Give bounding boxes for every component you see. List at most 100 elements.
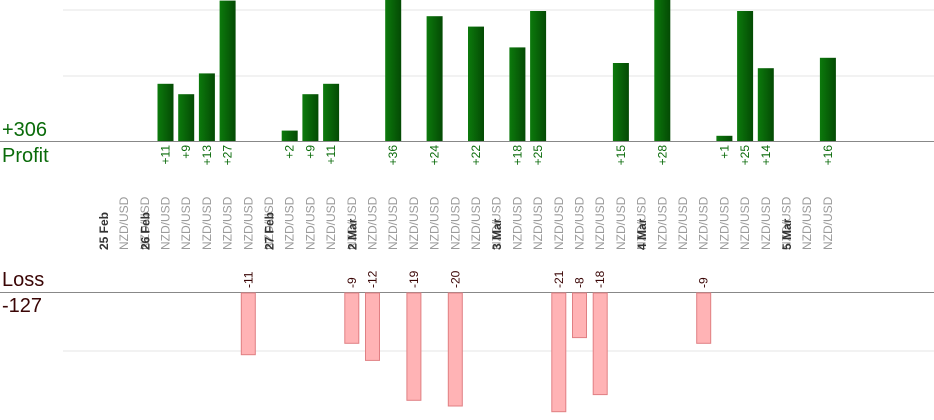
profit-bar [385, 0, 402, 141]
pair-label: NZD/USD [655, 196, 669, 250]
profit-value-label: +27 [221, 145, 235, 166]
pair-label: NZD/USD [821, 196, 835, 250]
profit-bar [757, 68, 774, 141]
category-labels: NZD/USD 25 Feb NZD/USD NZD/USD 26 Feb NZD/USD… [97, 196, 835, 250]
pair-label: NZD/USD [303, 196, 317, 250]
pair-label: NZD/USD [221, 196, 235, 250]
loss-value-label: -11 [241, 271, 255, 288]
date-label: 26 Feb [138, 212, 152, 250]
profit-value-label: +11 [159, 145, 173, 165]
loss-value-label: -19 [407, 270, 421, 288]
profit-value-label: +13 [200, 145, 214, 166]
profit-value-label: +24 [428, 145, 442, 166]
profit-value-label: +2 [283, 145, 297, 159]
profit-bar [737, 11, 754, 141]
loss-bar [572, 292, 587, 339]
loss-value-label: -9 [697, 277, 711, 288]
profit-bar [157, 83, 174, 141]
profit-bars: +11 +9 +13 +27 +2 +9 +11 +36 +24 +22 +18 +25 +15 +28 +… [157, 0, 836, 166]
profit-total: +306 [2, 119, 48, 141]
pair-label: NZD/USD [241, 196, 255, 250]
pair-label: NZD/USD [386, 196, 400, 250]
pair-label: NZD/USD [593, 196, 607, 250]
pair-label: NZD/USD [262, 196, 276, 250]
pair-label: NZD/USD [159, 196, 173, 250]
profit-bar [198, 73, 215, 141]
loss-bar [447, 292, 463, 407]
pair-label: NZD/USD [717, 196, 731, 250]
loss-value-label: -9 [345, 277, 359, 288]
profit-value-label: +9 [303, 145, 317, 159]
profit-bar [323, 83, 340, 141]
pair-label: NZD/USD [759, 196, 773, 250]
profit-bar [509, 47, 526, 141]
pair-label: NZD/USD [531, 196, 545, 250]
loss-bar [240, 292, 256, 356]
pair-label: NZD/USD [573, 196, 587, 250]
loss-value-label: -20 [448, 270, 462, 288]
profit-value-label: +9 [179, 145, 193, 159]
profit-value-label: +22 [469, 145, 483, 166]
loss-bar [406, 292, 422, 401]
pair-label: NZD/USD [345, 196, 359, 250]
profit-value-label: +14 [759, 145, 773, 166]
profit-value-label: +18 [510, 145, 524, 166]
pair-label: NZD/USD [490, 196, 504, 250]
pair-label: NZD/USD [738, 196, 752, 250]
date-label: 27 Feb [263, 212, 277, 250]
profit-value-label: +28 [655, 145, 669, 166]
profit-bar [219, 0, 236, 141]
profit-bar [654, 0, 671, 141]
pair-label: NZD/USD [469, 196, 483, 250]
date-label: 5 Mar [780, 218, 794, 250]
profit-value-label: +25 [738, 145, 752, 166]
profit-bar [716, 135, 733, 141]
loss-value-label: -8 [573, 277, 587, 288]
pair-label: NZD/USD [780, 196, 794, 250]
pair-label: NZD/USD [676, 196, 690, 250]
pair-label: NZD/USD [552, 196, 566, 250]
pair-label: NZD/USD [448, 196, 462, 250]
loss-bar [592, 292, 608, 396]
pair-label: NZD/USD [407, 196, 421, 250]
loss-value-label: -18 [593, 270, 607, 288]
profit-value-label: +16 [821, 145, 835, 166]
pair-label: NZD/USD [283, 196, 297, 250]
profit-bar [819, 57, 836, 141]
profit-bar [426, 16, 443, 142]
profit-value-label: +1 [717, 145, 731, 159]
profit-bar [178, 94, 195, 141]
pair-label: NZD/USD [138, 196, 152, 250]
loss-label: Loss [2, 269, 45, 291]
date-label: 4 Mar [635, 218, 649, 250]
profit-value-label: +11 [324, 145, 338, 165]
loss-bar [551, 292, 567, 413]
profit-value-label: +36 [386, 145, 400, 166]
pair-label: NZD/USD [428, 196, 442, 250]
loss-total: -127 [2, 295, 43, 317]
profit-bar [281, 130, 298, 141]
pair-label: NZD/USD [614, 196, 628, 250]
profit-value-label: +15 [614, 145, 628, 166]
pair-label: NZD/USD [117, 196, 131, 250]
pair-label: NZD/USD [800, 196, 814, 250]
profit-label: Profit [2, 145, 49, 167]
pair-label: NZD/USD [510, 196, 524, 250]
profit-bar [530, 11, 547, 141]
pair-label: NZD/USD [366, 196, 380, 250]
profit-bar [302, 94, 319, 141]
loss-bar [344, 292, 360, 344]
date-label: 3 Mar [490, 218, 504, 250]
pair-label: NZD/USD [324, 196, 338, 250]
profit-bar [468, 26, 484, 142]
date-label: 2 Mar [345, 218, 359, 250]
pair-label: NZD/USD [697, 196, 711, 250]
loss-bar [365, 292, 380, 361]
pair-label: NZD/USD [200, 196, 214, 250]
loss-bar [696, 292, 712, 344]
gridlines [0, 9, 934, 352]
pair-label: NZD/USD [635, 196, 649, 250]
date-label: 25 Feb [97, 212, 111, 250]
pair-label: NZD/USD [179, 196, 193, 250]
